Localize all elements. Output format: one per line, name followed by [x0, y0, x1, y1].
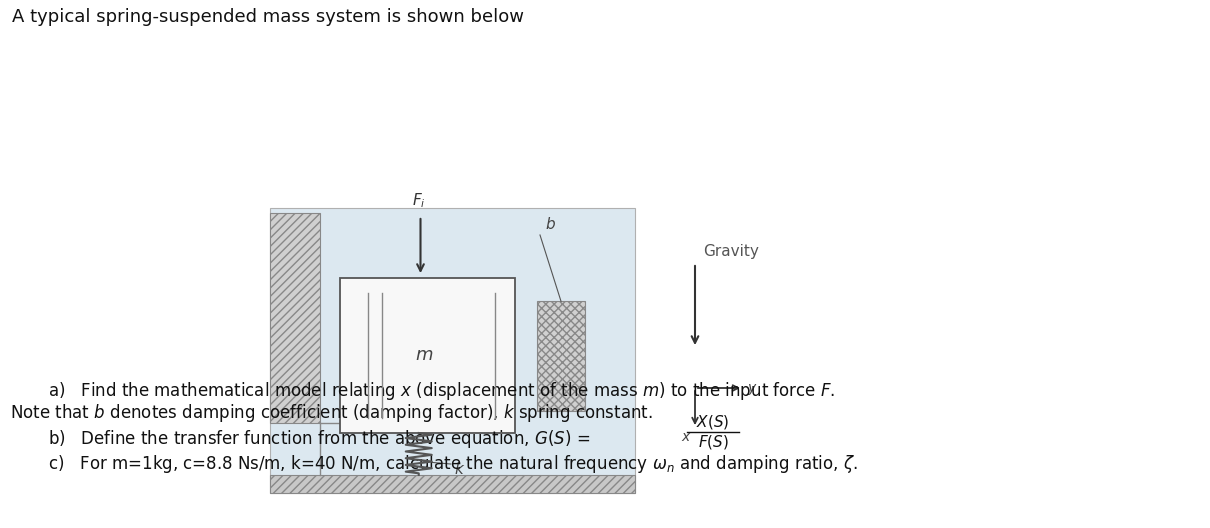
Text: b: b — [544, 217, 554, 232]
Text: c)   For m=1kg, c=8.8 Ns/m, k=40 N/m, calculate the natural frequency $\omega_n$: c) For m=1kg, c=8.8 Ns/m, k=40 N/m, calc… — [48, 453, 858, 475]
Text: Gravity: Gravity — [703, 244, 759, 259]
Text: x: x — [681, 430, 690, 444]
Text: a)   Find the mathematical model relating $x$ (displacement of the mass $m$) to : a) Find the mathematical model relating … — [48, 380, 835, 402]
Text: y: y — [747, 381, 755, 395]
Text: Note that $b$ denotes damping coefficient (damping factor), $k$ spring constant.: Note that $b$ denotes damping coefficien… — [10, 402, 653, 424]
Text: $k$: $k$ — [454, 461, 465, 477]
Bar — [537, 301, 584, 411]
Bar — [270, 475, 635, 493]
Bar — [340, 278, 515, 433]
Text: b)   Define the transfer function from the above equation, $G(S)\,=\,$: b) Define the transfer function from the… — [48, 428, 590, 450]
Text: $m$: $m$ — [415, 346, 433, 364]
Text: $X(S)$: $X(S)$ — [696, 413, 730, 431]
Text: $F_i$: $F_i$ — [411, 191, 426, 210]
Bar — [270, 213, 319, 423]
Bar — [270, 208, 635, 493]
Text: $F(S)$: $F(S)$ — [697, 433, 728, 451]
Text: A typical spring-suspended mass system is shown below: A typical spring-suspended mass system i… — [12, 8, 524, 26]
